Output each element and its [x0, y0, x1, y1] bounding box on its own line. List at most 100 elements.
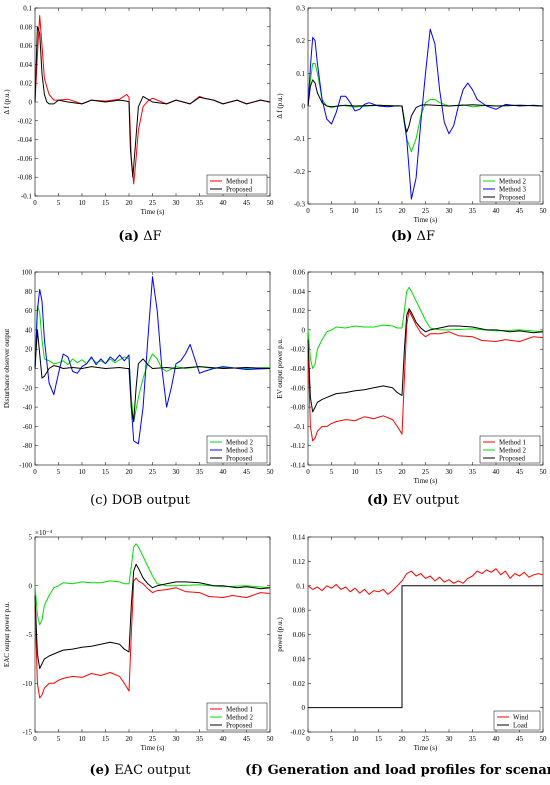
x-tick-label: 40 [220, 199, 228, 207]
y-tick-label: 0.2 [296, 37, 305, 45]
y-tick-label: -0.06 [290, 384, 305, 392]
y-tick-label: 80 [25, 288, 33, 296]
x-tick-label: 45 [516, 207, 524, 215]
x-tick-label: 25 [149, 735, 157, 743]
caption-a: (a) ΔF [118, 229, 161, 244]
x-axis-label: Time (s) [414, 477, 438, 485]
x-tick-label: 45 [243, 199, 251, 207]
x-tick-label: 5 [57, 735, 61, 743]
x-tick-label: 50 [267, 199, 275, 207]
x-tick-label: 10 [79, 199, 87, 207]
x-tick-label: 15 [375, 735, 383, 743]
y-tick-label: -10 [23, 680, 33, 688]
y-tick-label: -0.1 [21, 193, 33, 201]
x-tick-label: 45 [516, 735, 524, 743]
x-tick-label: 25 [422, 468, 430, 476]
x-tick-label: 30 [173, 199, 181, 207]
x-tick-label: 20 [126, 468, 134, 476]
legend-entry: Proposed [226, 722, 253, 730]
y-tick-label: 0.02 [20, 80, 33, 88]
x-tick-label: 25 [149, 468, 157, 476]
legend-entry: Method 2 [226, 714, 254, 722]
series-line [34, 563, 271, 670]
x-tick-label: 30 [446, 207, 454, 215]
x-tick-label: 0 [33, 468, 37, 476]
y-tick-label: -80 [23, 442, 33, 450]
series-line [307, 79, 544, 133]
legend-entry: Wind [513, 714, 529, 722]
legend-entry: Method 3 [226, 447, 254, 455]
axes-box [307, 536, 544, 733]
x-tick-label: 35 [469, 735, 477, 743]
series-line [34, 329, 271, 423]
series-line [34, 543, 271, 626]
y-axis-label: EV output power p.u. [276, 338, 284, 399]
x-tick-label: 40 [220, 735, 228, 743]
x-tick-label: 10 [352, 207, 360, 215]
y-tick-label: 0.06 [293, 269, 306, 277]
y-tick-label: 0 [302, 103, 306, 111]
caption-f: (f) Generation and load profiles for sce… [245, 763, 550, 778]
series-line [34, 577, 271, 699]
y-tick-label: 0 [29, 582, 33, 590]
caption-d: (d) EV output [367, 493, 460, 508]
x-tick-label: 35 [196, 735, 204, 743]
x-tick-label: 50 [540, 735, 548, 743]
y-tick-label: 40 [25, 326, 33, 334]
x-tick-label: 35 [469, 207, 477, 215]
legend-entry: Method 1 [499, 439, 527, 447]
series-line [307, 308, 544, 413]
y-tick-label: -0.2 [294, 168, 306, 176]
x-tick-label: 0 [306, 735, 310, 743]
series-line [34, 276, 271, 445]
x-tick-label: 50 [540, 468, 548, 476]
y-tick-label: 0 [302, 704, 306, 712]
y-tick-label: 0.04 [293, 655, 306, 663]
x-tick-label: 0 [306, 207, 310, 215]
y-tick-label: 0.1 [23, 5, 32, 13]
x-axis-label: Time (s) [414, 744, 438, 752]
y-tick-label: -0.06 [17, 155, 32, 163]
x-tick-label: 5 [57, 468, 61, 476]
series-line [307, 310, 544, 442]
x-tick-label: 25 [422, 207, 430, 215]
y-axis-label: Δ f (p.u.) [3, 89, 11, 115]
y-tick-label: 0.06 [293, 631, 306, 639]
x-tick-label: 20 [399, 735, 407, 743]
x-tick-label: 5 [57, 199, 61, 207]
y-tick-label: 0.04 [20, 61, 33, 69]
x-tick-label: 35 [469, 468, 477, 476]
y-tick-label: 0 [302, 326, 306, 334]
y-tick-label: -0.02 [290, 729, 305, 737]
x-tick-label: 0 [33, 199, 37, 207]
y-tick-label: -0.02 [17, 117, 32, 125]
x-tick-label: 20 [399, 468, 407, 476]
x-tick-label: 30 [173, 468, 181, 476]
y-tick-label: 60 [25, 307, 33, 315]
y-tick-label: 5 [29, 534, 33, 542]
y-tick-label: 0.12 [293, 558, 306, 566]
series-line [307, 28, 544, 200]
x-tick-label: 40 [493, 735, 501, 743]
x-axis-label: Time (s) [141, 208, 165, 216]
x-tick-label: 45 [243, 735, 251, 743]
x-tick-label: 25 [422, 735, 430, 743]
y-tick-label: 0.1 [296, 70, 305, 78]
x-tick-label: 10 [79, 735, 87, 743]
legend-entry: Proposed [226, 455, 253, 463]
x-tick-label: 20 [126, 199, 134, 207]
y-tick-label: -40 [23, 404, 33, 412]
y-tick-label: -0.12 [290, 442, 305, 450]
x-tick-label: 15 [102, 468, 110, 476]
panel-f-generation-load: 0 5 10 15 20 25 30 35 40 45 50-0.0200.020.040.060.… [276, 534, 547, 753]
y-tick-label: -0.1 [294, 423, 306, 431]
legend-entry: Proposed [499, 455, 526, 463]
x-tick-label: 0 [306, 468, 310, 476]
legend-entry: Method 2 [499, 178, 527, 186]
caption-e: (e) EAC output [89, 763, 191, 778]
x-tick-label: 30 [173, 735, 181, 743]
legend-entry: Proposed [499, 194, 526, 202]
y-tick-label: 0.14 [293, 534, 306, 542]
y-tick-label: -0.3 [294, 201, 306, 209]
